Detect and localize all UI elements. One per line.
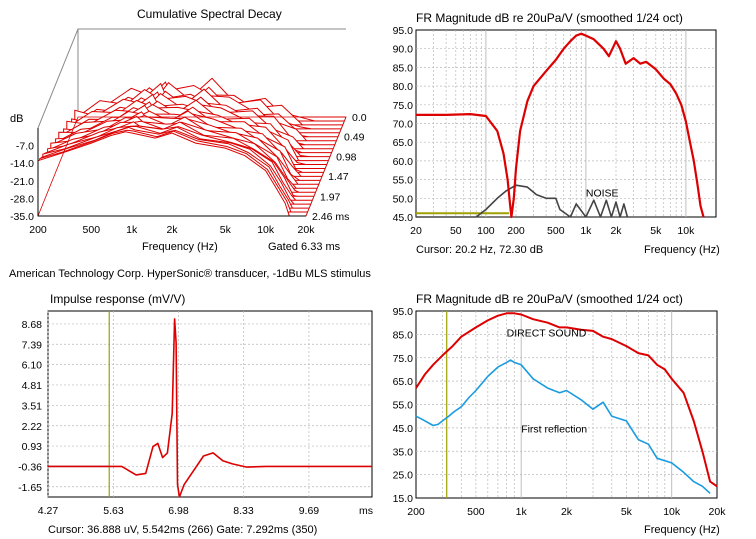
fr-top-xtick: 50 xyxy=(450,225,462,237)
fr-bottom-xtick: 500 xyxy=(467,506,485,518)
caption: American Technology Corp. HyperSonic® tr… xyxy=(9,268,371,280)
fr-top-xtick: 1k xyxy=(580,225,592,237)
csd-xtick: 20k xyxy=(298,224,316,236)
fr-bottom-ytick: 25.0 xyxy=(393,470,414,482)
impulse-cursor: Cursor: 36.888 uV, 5.542ms (266) Gate: 7… xyxy=(48,524,318,536)
fr-bottom-ytick: 55.0 xyxy=(393,400,414,412)
impulse-xtick: 9.69 xyxy=(299,505,320,517)
fr-top-xtick: 500 xyxy=(547,225,565,237)
fr-bottom-ytick: 95.0 xyxy=(393,306,414,318)
fr-bottom-xlabel: Frequency (Hz) xyxy=(644,524,720,536)
fr-bottom-direct-curve xyxy=(415,312,718,488)
csd-ytick: -35.0 xyxy=(10,211,34,223)
fr-top-xtick: 10k xyxy=(677,225,695,237)
fr-bottom-reflection-curve xyxy=(415,359,711,494)
impulse-xunit: ms xyxy=(359,505,373,517)
csd-xtick: 200 xyxy=(29,224,47,236)
fr-top-xtick: 5k xyxy=(650,225,662,237)
csd-xtick: 500 xyxy=(83,224,101,236)
impulse-ytick: 8.68 xyxy=(22,319,43,331)
csd-note: Gated 6.33 ms xyxy=(268,241,341,253)
fr-bottom-title: FR Magnitude dB re 20uPa/V (smoothed 1/2… xyxy=(416,292,683,306)
fr-bottom-xtick: 5k xyxy=(621,506,633,518)
csd-ytick: -28.0 xyxy=(10,193,34,205)
csd-ylabel: dB xyxy=(10,113,24,125)
fr-bottom-xtick: 2k xyxy=(561,506,573,518)
fr-top-ytick: 75.0 xyxy=(393,100,414,112)
csd-xtick: 5k xyxy=(220,224,232,236)
fr-top-xtick: 2k xyxy=(610,225,622,237)
impulse-ytick: 7.39 xyxy=(22,339,43,351)
csd-time-tick: 0.0 xyxy=(352,112,367,124)
fr-bottom-ytick: 15.0 xyxy=(393,493,414,505)
fr-top-ytick: 65.0 xyxy=(393,137,414,149)
csd-xlabel: Frequency (Hz) xyxy=(142,241,218,253)
impulse-xtick: 6.98 xyxy=(168,505,189,517)
impulse-ytick: 6.10 xyxy=(22,360,43,372)
fr-top-magnitude-curve xyxy=(416,32,705,219)
fr-bottom-ytick: 65.0 xyxy=(393,376,414,388)
fr-top-xtick: 200 xyxy=(507,225,525,237)
fr-top-ytick: 95.0 xyxy=(393,25,414,37)
fr-top-xlabel: Frequency (Hz) xyxy=(644,244,720,256)
impulse-ytick: 4.81 xyxy=(22,380,43,392)
fr-top-ytick: 55.0 xyxy=(393,175,414,187)
fr-bottom-ytick: 45.0 xyxy=(393,423,414,435)
fr-top-ytick: 90.0 xyxy=(393,44,414,56)
csd-xtick: 10k xyxy=(257,224,275,236)
fr-top-title: FR Magnitude dB re 20uPa/V (smoothed 1/2… xyxy=(416,11,683,25)
impulse-ytick: 0.93 xyxy=(22,441,43,453)
impulse-frame xyxy=(47,310,373,498)
csd-ytick: -14.0 xyxy=(10,158,34,170)
fr-top-ytick: 50.0 xyxy=(393,193,414,205)
impulse-title: Impulse response (mV/V) xyxy=(50,292,186,306)
csd-ytick: -21.0 xyxy=(10,176,34,188)
csd-xtick: 1k xyxy=(126,224,138,236)
fr-top-xtick: 100 xyxy=(477,225,495,237)
fr-bottom-reflection-label: First reflection xyxy=(521,424,587,436)
fr-bottom-direct-label: DIRECT SOUND xyxy=(507,328,587,340)
impulse-ytick: -0.36 xyxy=(18,461,42,473)
fr-top-xtick: 20 xyxy=(410,225,422,237)
csd-time-tick: 0.98 xyxy=(336,151,357,163)
fr-bottom-ytick: 85.0 xyxy=(393,329,414,341)
csd-slice xyxy=(37,131,306,217)
impulse-xtick: 8.33 xyxy=(233,505,254,517)
csd-title: Cumulative Spectral Decay xyxy=(137,7,282,21)
csd-time-tick: 1.97 xyxy=(320,191,341,203)
csd-ytick: -7.0 xyxy=(16,141,34,153)
impulse-response-curve xyxy=(48,318,372,498)
fr-bottom-xtick: 200 xyxy=(407,506,425,518)
fr-bottom-xtick: 1k xyxy=(516,506,528,518)
fr-bottom-ytick: 75.0 xyxy=(393,353,414,365)
fr-top-ytick: 45.0 xyxy=(393,212,414,224)
fr-bottom-ytick: 35.0 xyxy=(393,446,414,458)
fr-top-cursor: Cursor: 20.2 Hz, 72.30 dB xyxy=(416,244,544,256)
fr-top-noise-curve xyxy=(416,184,629,218)
csd-time-tick: 1.47 xyxy=(328,171,349,183)
impulse-ytick: -1.65 xyxy=(18,482,42,494)
impulse-ytick: 3.51 xyxy=(22,400,43,412)
fr-top-ytick: 70.0 xyxy=(393,119,414,131)
csd-xtick: 2k xyxy=(166,224,178,236)
fr-top-ytick: 85.0 xyxy=(393,62,414,74)
fr-bottom-xtick: 10k xyxy=(663,506,681,518)
csd-time-tick: 2.46 ms xyxy=(312,211,349,223)
csd-time-tick: 0.49 xyxy=(344,132,365,144)
impulse-xtick: 5.63 xyxy=(103,505,124,517)
fr-top-noise-label: NOISE xyxy=(586,187,619,199)
fr-top-ytick: 60.0 xyxy=(393,156,414,168)
impulse-xtick: 4.27 xyxy=(38,505,59,517)
fr-top-ytick: 80.0 xyxy=(393,81,414,93)
fr-bottom-xtick: 20k xyxy=(709,506,727,518)
impulse-ytick: 2.22 xyxy=(22,421,43,433)
